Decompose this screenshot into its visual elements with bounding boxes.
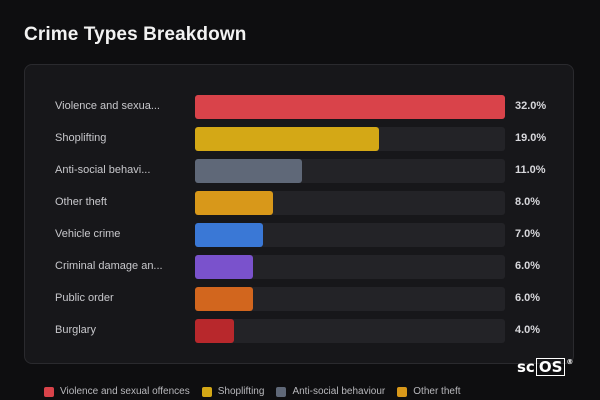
legend-item: Other theft [397, 386, 461, 397]
category-label: Other theft [55, 196, 107, 208]
value-label: 19.0% [515, 132, 547, 144]
bar [195, 223, 263, 247]
bar-row: Criminal damage an... 6.0% [55, 255, 555, 279]
bar-track [195, 287, 505, 311]
category-label: Vehicle crime [55, 228, 121, 240]
bar-track [195, 127, 505, 151]
bar-row: Anti-social behavi... 11.0% [55, 159, 555, 183]
legend-label: Other theft [413, 386, 461, 397]
category-label: Burglary [55, 324, 96, 336]
bar-track [195, 319, 505, 343]
category-label: Violence and sexua... [55, 100, 160, 112]
bar-track [195, 191, 505, 215]
chart-card: Violence and sexua... 32.0% Shoplifting 19.… [24, 64, 574, 364]
legend-swatch [44, 386, 54, 397]
chart-legend: Violence and sexual offences Shoplifting A… [44, 386, 461, 397]
bar [195, 287, 254, 311]
page-title: Crime Types Breakdown [24, 24, 247, 45]
value-label: 7.0% [515, 228, 541, 240]
legend-item: Shoplifting [201, 386, 265, 397]
bar-track [195, 159, 505, 183]
bar-row: Violence and sexua... 32.0% [55, 95, 555, 119]
value-label: 6.0% [515, 292, 541, 304]
bar [195, 127, 380, 151]
category-label: Public order [55, 292, 114, 304]
legend-item: Anti-social behaviour [276, 386, 385, 397]
value-label: 11.0% [515, 164, 546, 176]
category-label: Criminal damage an... [55, 260, 163, 272]
bar-track [195, 95, 505, 119]
logo-prefix: sc [517, 358, 535, 376]
bar [195, 159, 302, 183]
category-label: Anti-social behavi... [55, 164, 151, 176]
bar-row: Other theft 8.0% [55, 191, 555, 215]
legend-swatch [276, 386, 287, 397]
logo-box-text: OS [535, 358, 566, 376]
registered-mark: ® [566, 358, 574, 366]
legend-item: Violence and sexual offences [44, 386, 190, 397]
bar-track [195, 255, 505, 279]
bar-row: Vehicle crime 7.0% [55, 223, 555, 247]
category-label: Shoplifting [55, 132, 107, 144]
bar-row: Burglary 4.0% [55, 319, 555, 343]
legend-swatch [201, 386, 212, 397]
legend-swatch [397, 386, 408, 397]
bar-row: Shoplifting 19.0% [55, 127, 555, 151]
brand-logo: sc OS ® [517, 358, 573, 376]
value-label: 32.0% [515, 100, 547, 112]
bar [195, 319, 234, 343]
bar [195, 95, 505, 119]
legend-label: Shoplifting [217, 386, 265, 397]
bar [195, 255, 254, 279]
bar [195, 191, 273, 215]
bar-track [195, 223, 505, 247]
value-label: 4.0% [515, 324, 541, 336]
bar-row: Public order 6.0% [55, 287, 555, 311]
value-label: 8.0% [515, 196, 541, 208]
legend-label: Anti-social behaviour [292, 386, 386, 397]
value-label: 6.0% [515, 260, 541, 272]
legend-label: Violence and sexual offences [60, 386, 190, 397]
